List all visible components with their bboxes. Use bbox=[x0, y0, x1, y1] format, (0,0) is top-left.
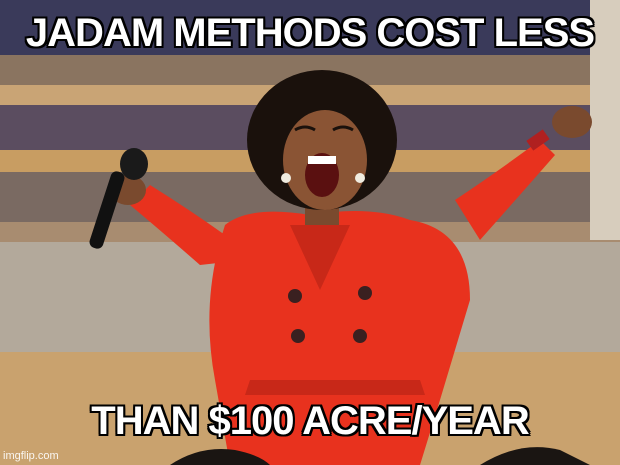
top-caption: JADAM METHODS COST LESS bbox=[25, 11, 595, 55]
left-eye bbox=[294, 125, 316, 132]
stage-pillar bbox=[590, 0, 620, 240]
bottom-caption: THAN $100 ACRE/YEAR bbox=[91, 399, 529, 443]
right-earring bbox=[355, 173, 365, 183]
right-arm bbox=[455, 140, 555, 240]
suit-button bbox=[288, 289, 302, 303]
suit-button bbox=[291, 329, 305, 343]
stage-top-wall bbox=[0, 0, 620, 60]
suit-collar bbox=[290, 225, 350, 290]
red-suit bbox=[209, 211, 470, 465]
left-earring bbox=[281, 173, 291, 183]
suit-button bbox=[353, 329, 367, 343]
suit-belt bbox=[245, 380, 425, 395]
audience-silhouette bbox=[170, 449, 270, 465]
right-eye bbox=[332, 125, 354, 132]
suit-button bbox=[358, 286, 372, 300]
microphone-head bbox=[120, 148, 148, 180]
audience-silhouette bbox=[480, 447, 590, 465]
bracelet bbox=[526, 129, 550, 151]
microphone-handle bbox=[89, 171, 125, 249]
right-hand bbox=[552, 106, 592, 138]
teeth bbox=[308, 156, 336, 164]
left-arm bbox=[130, 185, 245, 265]
imgflip-watermark: imgflip.com bbox=[3, 450, 59, 462]
